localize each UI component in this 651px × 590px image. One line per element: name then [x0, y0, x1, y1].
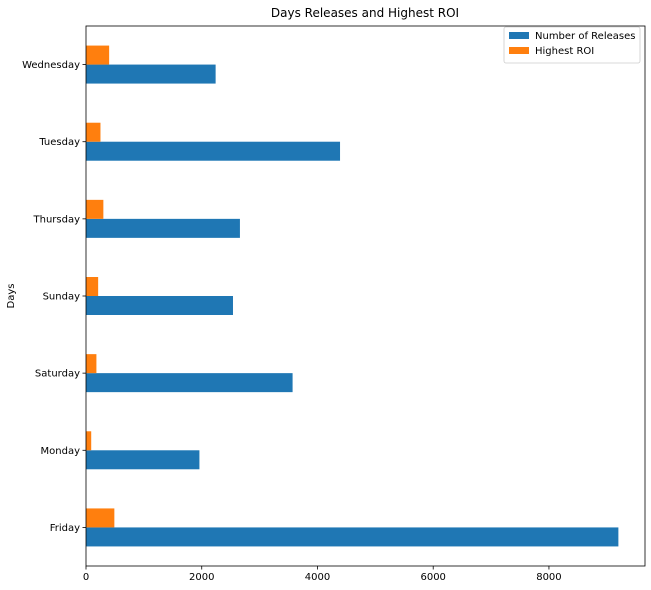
y-axis-label: Days	[6, 284, 17, 309]
plot-frame	[85, 25, 646, 567]
x-tick-label-0: 0	[83, 572, 89, 583]
bar-number-of-releases-saturday	[86, 373, 293, 393]
y-tick-label-saturday: Saturday	[35, 369, 80, 380]
y-tick-label-wednesday: Wednesday	[22, 60, 80, 71]
legend-swatch-highest-roi	[509, 47, 529, 54]
bar-number-of-releases-tuesday	[86, 141, 341, 161]
bar-highest-roi-wednesday	[86, 45, 110, 65]
chart-title: Days Releases and Highest ROI	[271, 6, 459, 20]
x-tick-label-2000: 2000	[189, 572, 214, 583]
bar-number-of-releases-thursday	[86, 218, 240, 238]
legend-label-highest-roi: Highest ROI	[535, 46, 594, 57]
bar-highest-roi-saturday	[86, 354, 97, 374]
x-tick-label-4000: 4000	[305, 572, 330, 583]
bar-number-of-releases-sunday	[86, 296, 233, 315]
plot-area: Friday Monday Saturday Sunday Thursday Tuesda…	[22, 25, 646, 583]
legend-swatch-number-of-releases	[509, 32, 529, 39]
bar-highest-roi-monday	[86, 431, 92, 451]
x-tick-label-6000: 6000	[420, 572, 445, 583]
legend-box	[503, 26, 641, 64]
y-tick-label-tuesday: Tuesday	[38, 137, 80, 148]
x-tick-label-8000: 8000	[536, 572, 561, 583]
bar-highest-roi-thursday	[86, 199, 104, 219]
legend-label-number-of-releases: Number of Releases	[535, 31, 635, 42]
y-tick-label-sunday: Sunday	[43, 292, 80, 303]
bar-highest-roi-sunday	[86, 277, 99, 296]
y-tick-label-monday: Monday	[41, 446, 81, 457]
bar-highest-roi-friday	[86, 508, 115, 528]
bar-number-of-releases-monday	[86, 450, 200, 470]
y-tick-label-thursday: Thursday	[33, 214, 81, 225]
bar-number-of-releases-friday	[86, 527, 619, 547]
y-tick-label-friday: Friday	[50, 523, 80, 534]
bar-number-of-releases-wednesday	[86, 64, 216, 84]
bar-highest-roi-tuesday	[86, 122, 101, 142]
